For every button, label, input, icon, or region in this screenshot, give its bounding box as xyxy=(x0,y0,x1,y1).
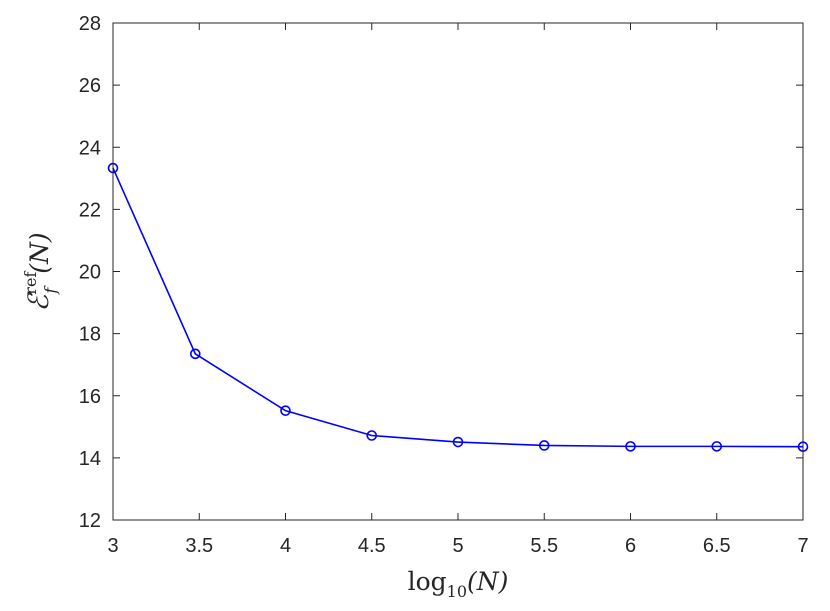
series-line xyxy=(112,167,804,448)
y-axis-label-sup: ref xyxy=(21,271,40,295)
x-tick-label: 7 xyxy=(797,535,808,557)
data-point xyxy=(366,430,378,441)
x-tick-label: 6.5 xyxy=(703,535,731,557)
x-tick-label: 6 xyxy=(625,535,636,557)
x-axis-label-func: log xyxy=(408,567,447,596)
y-axis-label-symbol: ℰ xyxy=(22,292,55,312)
y-tick-label: 24 xyxy=(79,137,101,159)
y-tick-label: 18 xyxy=(79,324,101,346)
y-tick-label: 14 xyxy=(79,448,101,470)
data-point xyxy=(625,441,636,452)
x-axis-label-sub: 10 xyxy=(447,582,467,601)
y-tick-label: 12 xyxy=(79,510,101,532)
y-tick-label: 22 xyxy=(79,199,101,221)
data-point xyxy=(280,405,291,416)
x-tick-label: 4.5 xyxy=(358,535,386,557)
x-tick-label: 3 xyxy=(107,535,118,557)
data-point xyxy=(452,436,464,448)
y-axis-label: ℰreff (N) xyxy=(21,232,60,311)
plot-background xyxy=(113,23,803,520)
y-tick-label: 16 xyxy=(79,386,101,408)
data-point xyxy=(189,348,201,360)
x-axis-label: log10(N) xyxy=(408,567,509,601)
x-axis-label-arg: (N) xyxy=(467,567,508,596)
tick-labels: 3 3.5 4 4.5 5 5.5 6 6.5 7 12 14 16 18 20 22 24 26 28 xyxy=(79,13,809,557)
y-axis-label-arg: (N) xyxy=(25,232,54,273)
data-point xyxy=(538,440,550,451)
x-tick-label: 3.5 xyxy=(185,535,213,557)
y-tick-label: 26 xyxy=(79,75,101,97)
y-tick-label: 20 xyxy=(79,262,101,284)
x-tick-label: 4 xyxy=(280,535,291,557)
y-axis-label-sub: f xyxy=(41,285,60,295)
data-point xyxy=(711,441,723,452)
x-tick-label: 5 xyxy=(452,535,463,557)
y-tick-label: 28 xyxy=(79,13,101,35)
x-tick-label: 5.5 xyxy=(530,535,558,557)
plot-frame xyxy=(112,22,804,521)
